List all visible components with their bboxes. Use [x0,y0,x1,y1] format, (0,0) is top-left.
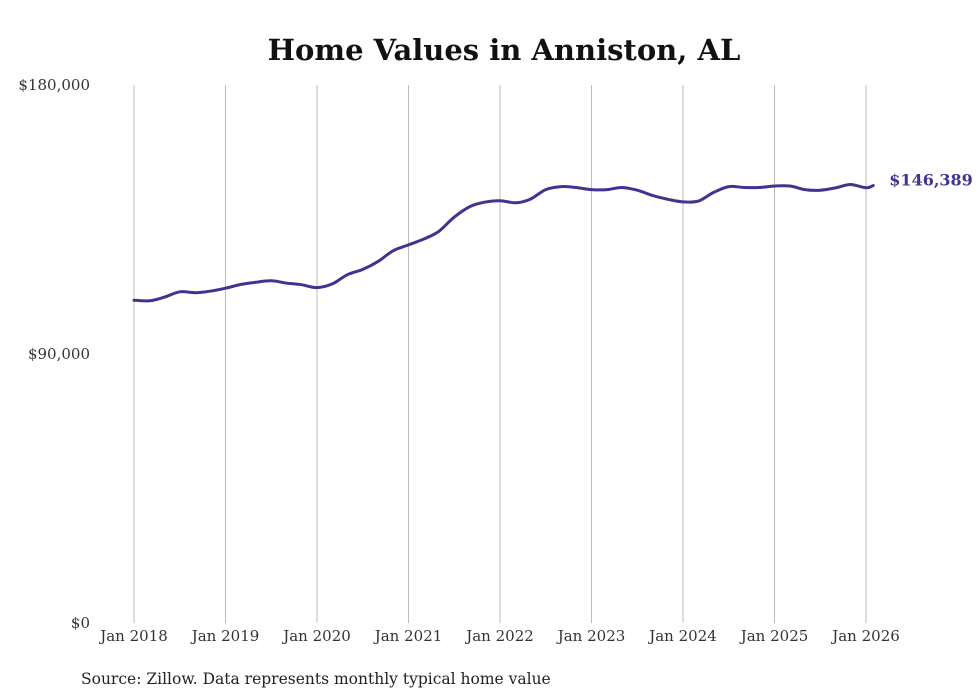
x-tick-label: Jan 2021 [373,627,443,645]
source-note: Source: Zillow. Data represents monthly … [81,670,551,688]
x-tick-label: Jan 2023 [556,627,626,645]
x-tick-label: Jan 2019 [190,627,260,645]
x-axis-tick-labels: Jan 2018 Jan 2019 Jan 2020 Jan 2021 Jan 2022… [98,627,900,645]
grid-lines [133,85,867,623]
home-value-series-line [132,183,875,303]
chart-title: Home Values in Anniston, AL [268,33,741,67]
x-tick-label: Jan 2026 [830,627,900,645]
y-tick-label: $0 [71,614,90,632]
latest-value-label: $146,389 [889,171,973,190]
x-tick-label: Jan 2020 [281,627,351,645]
y-tick-label: $90,000 [28,345,90,363]
x-tick-label: Jan 2018 [98,627,168,645]
x-tick-label: Jan 2022 [464,627,534,645]
y-tick-label: $180,000 [18,76,90,94]
x-tick-label: Jan 2024 [647,627,717,645]
x-tick-label: Jan 2025 [739,627,809,645]
y-axis-tick-labels: $0 $90,000 $180,000 [18,76,90,632]
